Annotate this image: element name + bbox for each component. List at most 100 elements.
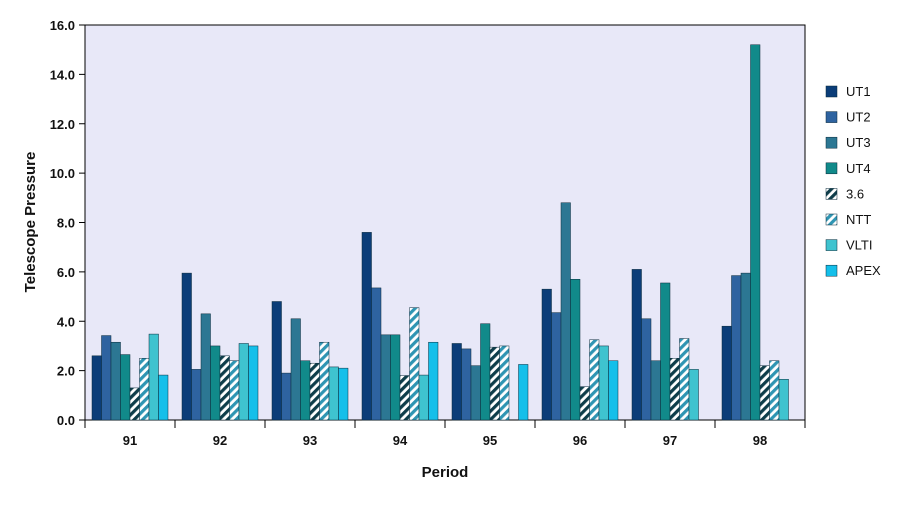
- y-tick-label: 2.0: [57, 364, 75, 379]
- y-tick-label: 6.0: [57, 265, 75, 280]
- axes-group: 0.0 2.0 4.0 6.0 8.0 10.0 12.0 14.0 16.0 91 92 93 94 9…: [50, 18, 806, 448]
- bar-apex-91: [158, 374, 169, 421]
- legend-swatch: [825, 264, 838, 277]
- bar-ut2-97: [641, 318, 652, 421]
- bar-ut4-93: [300, 360, 311, 421]
- y-tick-label: 14.0: [50, 67, 75, 82]
- legend-label: UT4: [846, 161, 871, 176]
- bar-vlti-97: [688, 369, 699, 421]
- bar-vlti-91: [148, 333, 159, 421]
- y-axis-label: Telescope Pressure: [22, 152, 39, 293]
- bar-ut4-95: [480, 323, 491, 421]
- legend-label: UT2: [846, 110, 871, 125]
- bar-ut2-91: [101, 335, 112, 421]
- bar-ut2-98: [731, 275, 742, 421]
- bar-ut2-93: [281, 372, 292, 421]
- legend: UT1 UT2 UT3 UT4 3.6 NTT VLTI APEX: [825, 84, 881, 278]
- bar-ut3-98: [740, 272, 751, 421]
- bars-group: [91, 44, 789, 421]
- bar-vlti-93: [328, 366, 339, 421]
- bar-ntt-93: [319, 341, 330, 421]
- y-tick-label: 12.0: [50, 117, 75, 132]
- legend-label: VLTI: [846, 238, 873, 253]
- y-tick-label: 4.0: [57, 314, 75, 329]
- bar-ut3-96: [560, 202, 571, 421]
- bar-3-6-93: [309, 362, 320, 421]
- bar-ntt-94: [409, 307, 420, 421]
- bar-ut2-92: [191, 369, 202, 421]
- x-tick-label: 93: [303, 433, 317, 448]
- y-tick-label: 10.0: [50, 166, 75, 181]
- bar-ntt-97: [679, 338, 690, 421]
- bar-ut3-92: [200, 313, 211, 421]
- x-tick-label: 98: [753, 433, 767, 448]
- bar-ut1-98: [721, 325, 732, 421]
- legend-label: NTT: [846, 212, 871, 227]
- legend-swatch: [825, 239, 838, 251]
- bar-ut3-94: [380, 334, 391, 421]
- bar-apex-95: [518, 364, 529, 421]
- bar-vlti-96: [598, 345, 609, 421]
- bar-vlti-92: [238, 343, 249, 421]
- bar-3-6-96: [579, 386, 590, 421]
- y-tick-label: 8.0: [57, 216, 75, 231]
- bar-apex-96: [608, 360, 619, 421]
- bar-ut3-95: [470, 365, 481, 421]
- bar-ut4-96: [570, 279, 581, 421]
- bar-ut3-97: [650, 360, 661, 421]
- bar-apex-94: [428, 341, 439, 421]
- bar-ut2-95: [461, 348, 472, 421]
- bar-3-6-95: [489, 346, 500, 421]
- bar-vlti-98: [778, 379, 789, 421]
- bar-ntt-92: [229, 360, 240, 421]
- bar-ut3-91: [110, 341, 121, 421]
- bar-ntt-95: [499, 345, 510, 421]
- legend-swatch: [825, 188, 838, 200]
- bar-ut4-91: [120, 354, 131, 421]
- legend-label: 3.6: [846, 186, 864, 201]
- legend-swatch: [825, 162, 838, 175]
- y-tick-label: 16.0: [50, 18, 75, 33]
- bar-ut1-93: [271, 301, 282, 421]
- x-axis-label: Period: [422, 464, 469, 481]
- bar-ntt-96: [589, 339, 600, 421]
- bar-3-6-91: [129, 387, 140, 421]
- bar-ntt-91: [139, 358, 150, 421]
- x-tick-label: 97: [663, 433, 677, 448]
- bar-ut2-96: [551, 312, 562, 421]
- bar-ut1-92: [181, 272, 192, 421]
- x-tick-label: 91: [123, 433, 137, 448]
- legend-swatch: [825, 111, 838, 123]
- bar-apex-92: [248, 345, 259, 421]
- bar-3-6-98: [759, 365, 770, 421]
- bar-3-6-92: [219, 355, 230, 421]
- bar-vlti-94: [418, 374, 429, 421]
- plot-area: [84, 24, 806, 421]
- x-tick-label: 92: [213, 433, 227, 448]
- bar-3-6-94: [399, 375, 410, 421]
- x-tick-label: 96: [573, 433, 587, 448]
- bar-ut4-94: [390, 334, 401, 421]
- bar-apex-93: [338, 367, 349, 421]
- bar-ut2-94: [371, 287, 382, 421]
- bar-ut1-96: [541, 288, 552, 421]
- bar-ut4-97: [660, 282, 671, 421]
- bar-ut1-97: [631, 269, 642, 421]
- bar-ut3-93: [290, 318, 301, 421]
- legend-label: APEX: [846, 263, 881, 278]
- bar-3-6-97: [669, 358, 680, 421]
- legend-label: UT1: [846, 84, 871, 99]
- legend-swatch: [825, 213, 838, 226]
- x-tick-label: 94: [393, 433, 408, 448]
- bar-ut1-95: [451, 343, 462, 421]
- x-tick-label: 95: [483, 433, 497, 448]
- legend-swatch: [825, 85, 838, 98]
- bar-ut4-98: [750, 44, 761, 421]
- legend-label: UT3: [846, 135, 871, 150]
- bar-ntt-98: [769, 360, 780, 421]
- y-tick-label: 0.0: [57, 413, 75, 428]
- bar-ut4-92: [210, 345, 221, 421]
- legend-swatch: [825, 136, 838, 149]
